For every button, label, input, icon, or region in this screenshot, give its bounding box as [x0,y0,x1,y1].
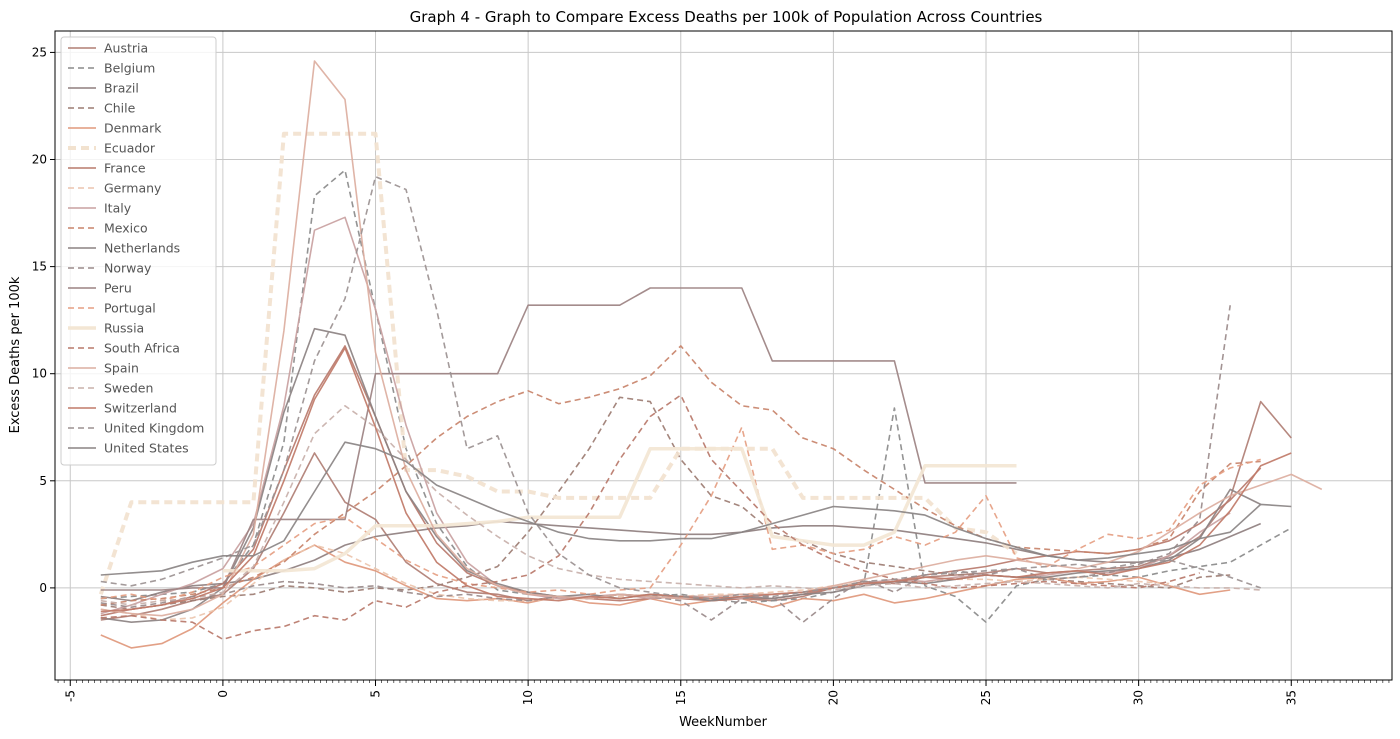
y-tick-label: 15 [32,260,47,274]
series-line-ecuador [98,131,1018,595]
legend-label: United Kingdom [104,421,204,436]
legend-label: Spain [104,361,139,376]
series-line-sweden [100,404,1261,606]
y-axis-ticks: 0 5 10 15 20 25 [32,45,55,595]
legend-label: Italy [104,201,132,216]
legend-label: Denmark [104,121,162,136]
legend-label: Germany [104,181,162,196]
legend-label: Portugal [104,301,156,316]
legend-label: Netherlands [104,241,180,256]
series-line-russia [222,446,1017,573]
series-line-south-africa [100,394,1200,641]
y-tick-label: 5 [39,474,47,488]
x-tick-label: 35 [1284,690,1298,705]
legend-label: Mexico [104,221,148,236]
legend: Austria Belgium Brazil Chile Denmark Ecuador F… [60,36,217,466]
series-line-spain [100,60,1323,617]
y-tick-label: 25 [32,45,47,59]
x-tick-label: -5 [63,690,77,702]
legend-label: Switzerland [104,401,177,416]
series-line-belgium [100,169,1292,624]
series-line-austria [100,400,1292,621]
legend-label: France [104,161,146,176]
x-axis-label: WeekNumber [679,715,767,730]
x-axis-ticks: -5 0 5 10 15 20 25 30 35 [57,680,1390,705]
x-tick-label: 0 [216,690,230,698]
x-tick-label: 20 [826,690,840,705]
legend-label: Belgium [104,61,155,76]
legend-label: Russia [104,321,144,336]
series-lines [98,60,1323,649]
legend-label: Peru [104,281,132,296]
series-line-peru [100,287,1017,591]
x-tick-label: 25 [979,690,993,705]
x-tick-label: 15 [674,690,688,705]
series-line-portugal [100,426,1261,602]
legend-label: Ecuador [104,141,156,156]
y-tick-label: 20 [32,153,47,167]
legend-label: South Africa [104,341,180,356]
legend-label: Chile [104,101,136,116]
chart-title: Graph 4 - Graph to Compare Excess Deaths… [410,8,1043,26]
series-line-norway [100,305,1231,624]
legend-label: Norway [104,261,152,276]
y-axis-label: Excess Deaths per 100k [8,276,23,433]
legend-label: United States [104,441,189,456]
legend-box [60,36,217,466]
series-line-united-states [100,441,1292,576]
x-tick-label: 5 [369,690,383,698]
y-tick-label: 0 [39,581,47,595]
x-tick-label: 10 [521,690,535,705]
x-tick-label: 30 [1132,690,1146,705]
legend-label: Brazil [104,81,139,96]
legend-label: Austria [104,41,148,56]
y-tick-label: 10 [32,367,47,381]
series-line-mexico [100,345,1261,606]
legend-label: Sweden [104,381,153,396]
series-line-denmark [100,544,1231,649]
